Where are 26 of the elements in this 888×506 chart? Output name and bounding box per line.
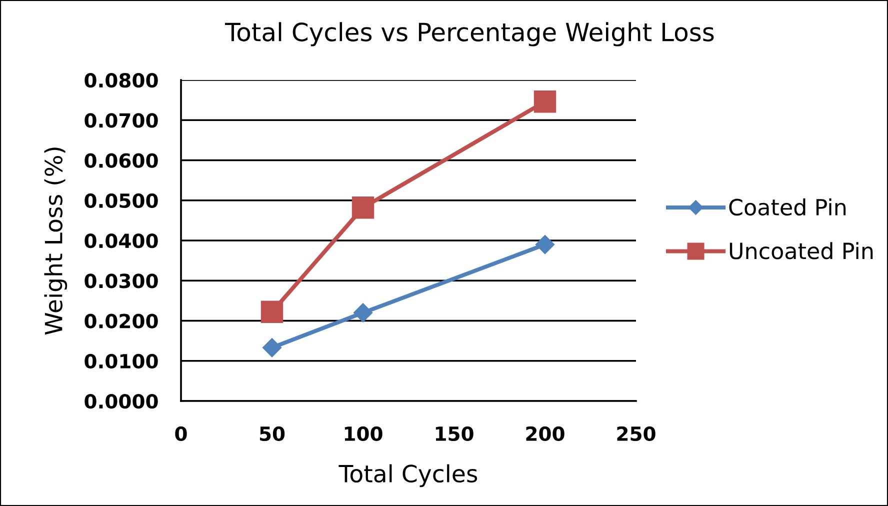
y-tick-label: 0.0500 <box>84 193 158 208</box>
y-tick-label: 0.0000 <box>84 394 158 409</box>
y-tick-label: 0.0600 <box>84 153 158 168</box>
y-axis-title: Weight Loss (%) <box>44 148 68 335</box>
x-tick-label: 50 <box>260 426 285 442</box>
y-tick-label: 0.0800 <box>84 72 158 88</box>
x-tick-label: 0 <box>175 426 187 442</box>
x-tick-label: 100 <box>344 426 382 442</box>
y-tick-label: 0.0300 <box>84 274 158 288</box>
point <box>535 234 555 254</box>
x-tick-label: 250 <box>617 426 656 442</box>
y-tick-label: 0.0400 <box>84 233 158 248</box>
point <box>353 303 373 322</box>
x-tick-label: 200 <box>526 426 564 442</box>
chart-title: Total Cycles vs Percentage Weight Loss <box>225 22 714 46</box>
point <box>352 196 374 219</box>
x-axis-title: Total Cycles <box>338 464 478 488</box>
y-tick-label: 0.0200 <box>84 314 158 328</box>
point <box>260 300 284 324</box>
legend-label: Coated Pin <box>729 198 846 216</box>
legend-label: Uncoated Pin <box>730 242 873 260</box>
y-tick-label: 0.0100 <box>84 354 158 369</box>
x-tick-label: 150 <box>436 426 474 442</box>
y-tick-label: 0.0700 <box>84 113 158 128</box>
point <box>262 338 282 358</box>
point <box>534 90 556 113</box>
